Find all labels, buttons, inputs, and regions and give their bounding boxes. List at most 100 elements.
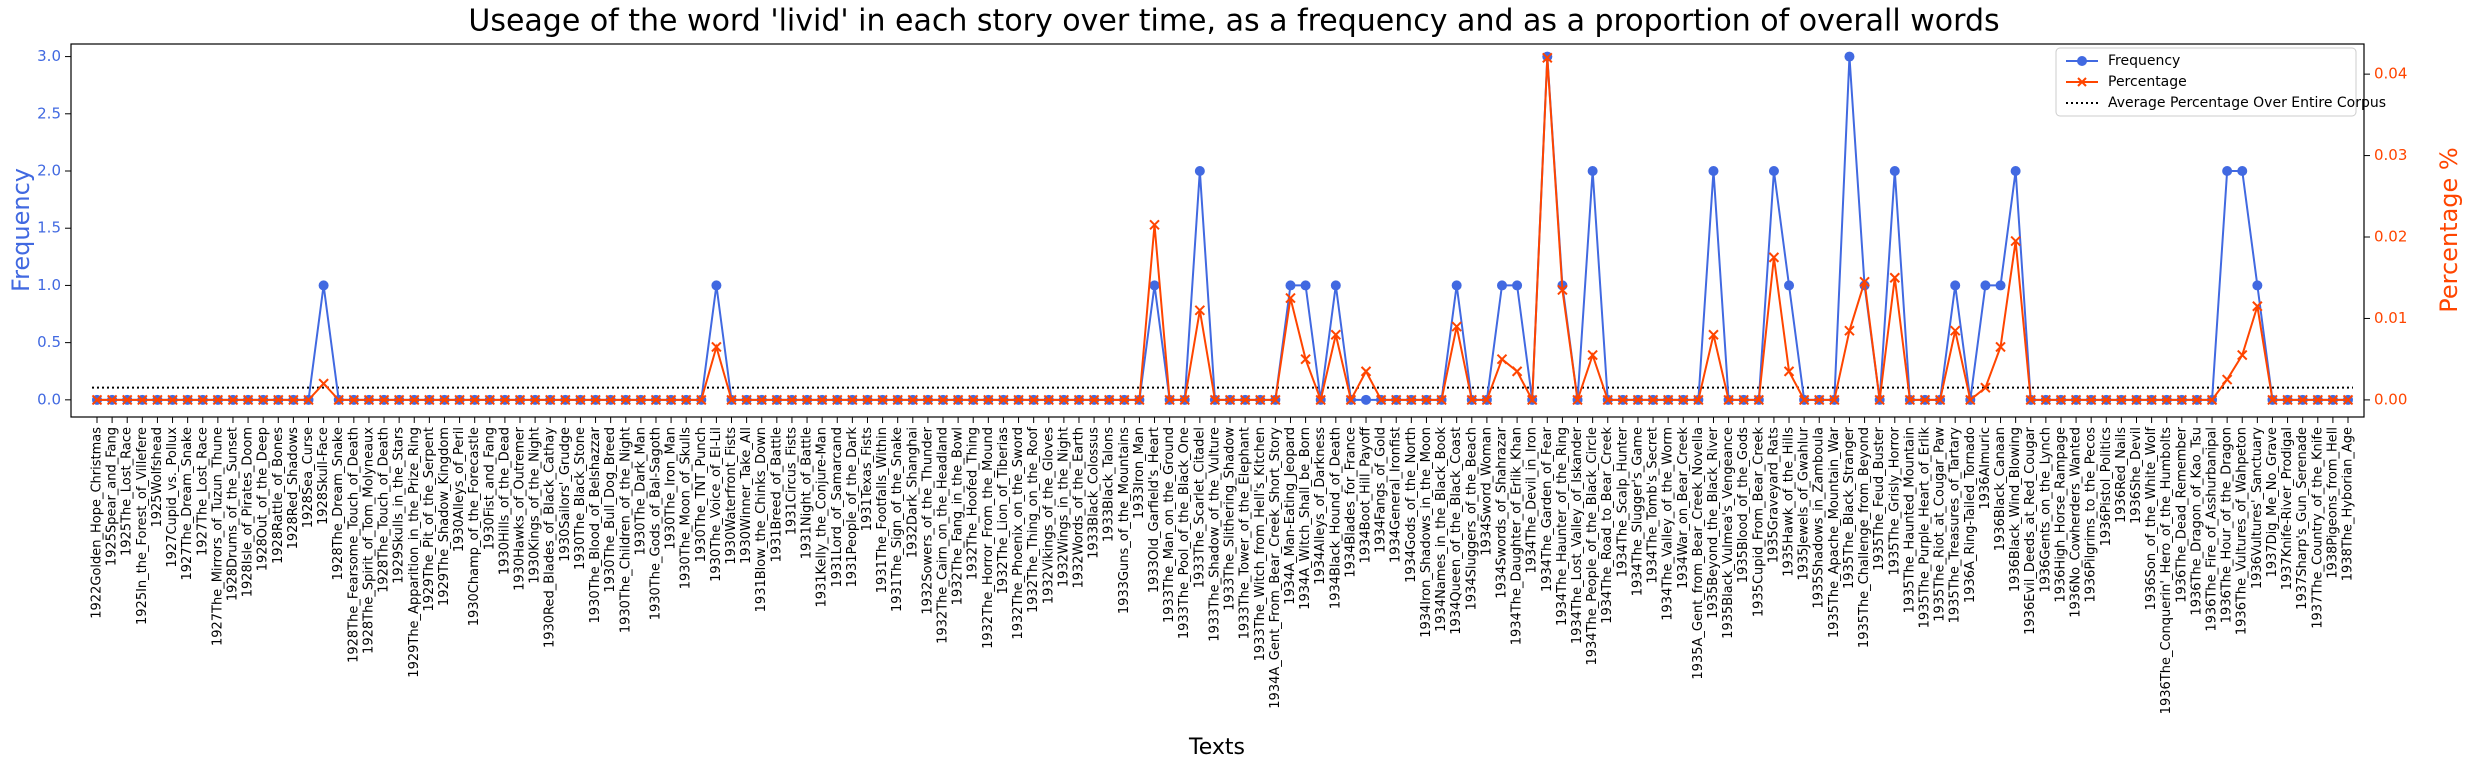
x-tick-label: 1930The_Black_Stone — [573, 427, 588, 570]
x-tick-label: 1934Queen_of_the_Black_Coast — [1449, 427, 1464, 635]
point — [1406, 394, 1417, 406]
point-stroke — [2312, 394, 2323, 406]
point-stroke — [968, 394, 979, 406]
point — [333, 394, 344, 406]
point-stroke — [560, 394, 571, 406]
x-tick-label: 1934Names_in_the_Black_Book — [1434, 427, 1449, 632]
point-stroke — [1602, 394, 1613, 406]
y2-tick-label: 0.00 — [2374, 390, 2407, 408]
point-stroke — [91, 394, 103, 406]
point-stroke — [2010, 235, 2021, 247]
x-tick-label: 1931Lord_of_Samarcand — [830, 427, 845, 587]
point-stroke — [1073, 394, 1085, 406]
point-stroke — [922, 394, 934, 406]
series-line — [97, 57, 2348, 404]
chart-title: Useage of the word 'livid' in each story… — [468, 4, 1999, 39]
point-stroke — [152, 394, 163, 406]
point-stroke — [1995, 341, 2006, 353]
point — [1285, 292, 1296, 304]
x-tick-label: 1930The_Gods_of_Bal-Sagoth — [648, 427, 663, 620]
point-stroke — [409, 394, 420, 406]
x-tick-label: 1933The_Pool_of_the_Black_One — [1177, 427, 1192, 639]
x-tick-label: 1934The_Tomb's_Secret — [1646, 427, 1661, 584]
x-tick-label: 1934A_Witch_Shall_be_Born — [1298, 427, 1313, 610]
point — [1980, 280, 1991, 291]
x-tick-label: 1933Old_Garfield's_Heart — [1147, 427, 1162, 593]
point-stroke — [786, 394, 798, 406]
x-tick-label: 1933Iron_Man — [1132, 427, 1147, 519]
point-stroke — [378, 394, 390, 406]
point — [1708, 166, 1719, 177]
point — [771, 394, 783, 406]
x-tick-label: 1930Winner_Take_All — [739, 427, 754, 564]
point — [620, 394, 631, 406]
point-stroke — [937, 394, 949, 406]
point — [424, 394, 435, 406]
x-tick-label: 1930Waterfront_Fists — [724, 427, 739, 565]
point — [1904, 394, 1916, 406]
point — [227, 394, 239, 406]
point — [212, 394, 224, 406]
point — [469, 394, 480, 406]
point-stroke — [1934, 394, 1946, 406]
point-stroke — [1723, 394, 1734, 406]
x-tick-label: 1934Alleys_of_Darkness — [1313, 427, 1328, 585]
x-tick-label: 1930Alleys_of_Peril — [452, 427, 467, 552]
point-stroke — [1119, 394, 1130, 406]
point — [439, 394, 450, 406]
point — [1844, 325, 1855, 336]
legend-label: Average Percentage Over Entire Corpus — [2108, 95, 2386, 111]
point — [2252, 301, 2263, 312]
point — [257, 394, 269, 406]
y-tick-label: 0.0 — [37, 390, 61, 408]
point-stroke — [1768, 252, 1780, 263]
x-tick-label: 1936High_Horse_Rampage — [2053, 427, 2068, 603]
point-stroke — [2101, 394, 2112, 406]
x-tick-label: 1934General_Ironfist — [1389, 427, 1404, 563]
x-tick-label: 1930Fist_and_Fang — [482, 427, 497, 550]
point-stroke — [1149, 219, 1160, 231]
point — [801, 394, 813, 406]
point — [1859, 276, 1870, 288]
point — [1028, 394, 1039, 406]
x-tick-label: 1933The_Tower_of_the_Elephant — [1238, 427, 1253, 639]
x-tick-label: 1932The_Lion_of_Tiberias — [996, 427, 1011, 595]
point-stroke — [1511, 366, 1523, 377]
x-tick-label: 1936Gents_on_the_Lynch — [2038, 427, 2053, 593]
x-tick-label: 1935The_Purple_Heart_of_Erlik — [1917, 427, 1932, 629]
point-stroke — [1194, 305, 1206, 316]
point-stroke — [2040, 394, 2052, 406]
point — [1088, 394, 1100, 406]
x-tick-label: 1928The_Fearsome_Touch_of_Death — [346, 427, 361, 663]
point — [2327, 394, 2339, 406]
x-tick-label: 1936Pistol_Politics — [2099, 427, 2114, 547]
x-tick-label: 1931Blow_the_Chinks_Down — [754, 427, 769, 612]
x-tick-label: 1933The_Slithering_Shadow — [1223, 427, 1238, 611]
point — [635, 394, 647, 406]
legend: Frequency Percentage Average Percentage Ov… — [2055, 47, 2386, 117]
point-stroke — [1904, 394, 1916, 406]
point — [1950, 325, 1961, 336]
point — [696, 394, 707, 406]
point-stroke — [1255, 394, 1266, 406]
x-tick-label: 1934Black_Hound_of_Death — [1328, 427, 1343, 609]
point — [1934, 394, 1946, 406]
point-stroke — [2237, 349, 2248, 361]
point-stroke — [741, 394, 752, 406]
point — [2237, 166, 2248, 177]
point-stroke — [1013, 394, 1024, 406]
point-stroke — [1526, 394, 1538, 406]
point-stroke — [1360, 366, 1372, 377]
point — [1330, 280, 1341, 291]
point-stroke — [393, 394, 405, 406]
point-stroke — [1300, 353, 1311, 365]
point — [1361, 394, 1372, 405]
point — [1678, 394, 1689, 406]
point — [2191, 394, 2203, 406]
point — [892, 394, 903, 406]
point — [816, 394, 828, 406]
point-stroke — [2025, 394, 2036, 406]
y-tick-label: 2.5 — [37, 104, 61, 122]
x-tick-label: 1925Wolfshead — [150, 427, 165, 528]
